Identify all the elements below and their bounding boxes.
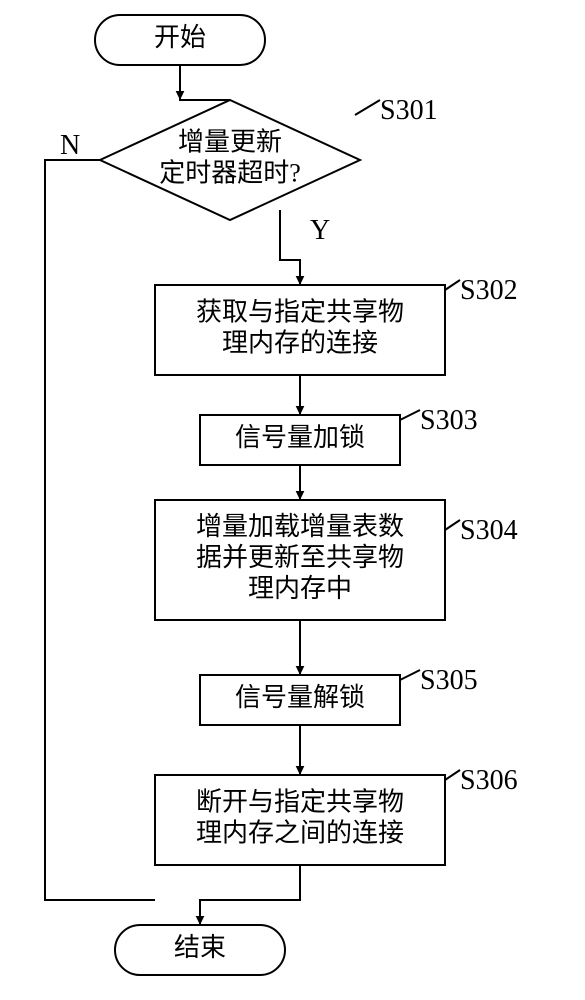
s302: 获取与指定共享物理内存的连接 [155,285,445,375]
step-label-s304: S304 [460,515,518,546]
arrowhead [176,91,185,100]
step-label-s301: S301 [380,95,438,126]
callout-4 [400,670,420,680]
s306-text-0: 断开与指定共享物 [196,787,404,816]
s306: 断开与指定共享物理内存之间的连接 [155,775,445,865]
arrowhead [296,766,305,775]
s301-text-0: 增量更新 [178,127,282,156]
step-label-s303: S303 [420,405,478,436]
s306-text-1: 理内存之间的连接 [196,819,404,848]
arrowhead [296,276,305,285]
callout-3 [445,520,460,530]
step-label-s306: S306 [460,765,518,796]
s302-text-0: 获取与指定共享物 [196,297,404,326]
arrowhead [296,406,305,415]
s303: 信号量加锁 [200,415,400,465]
s303-text-0: 信号量加锁 [235,423,365,452]
branch-label-yes: Y [310,215,330,246]
arrowhead [296,666,305,675]
edge-start_bottom [180,65,230,100]
s301-text-1: 定时器超时? [159,159,301,188]
edge-s301_bottom_Y [280,210,300,285]
start: 开始 [95,15,265,65]
s304-text-0: 增量加载增量表数 [196,512,404,541]
s304-text-2: 理内存中 [248,574,352,603]
s302-text-1: 理内存的连接 [222,329,378,358]
callout-5 [445,770,460,780]
step-label-s305: S305 [420,665,478,696]
end: 结束 [115,925,285,975]
s304-text-1: 据并更新至共享物 [196,543,404,572]
flowchart-canvas: 开始增量更新定时器超时?获取与指定共享物理内存的连接信号量加锁增量加载增量表数据… [0,0,585,1000]
edge-s301_left_N [45,160,155,900]
s305-text-0: 信号量解锁 [235,683,365,712]
callout-2 [400,410,420,420]
end-text-0: 结束 [174,933,226,962]
edge-s306_end [200,865,300,925]
callout-1 [445,280,460,290]
s305: 信号量解锁 [200,675,400,725]
start-text-0: 开始 [154,23,206,52]
s301: 增量更新定时器超时? [100,100,360,220]
arrowhead [296,491,305,500]
s304: 增量加载增量表数据并更新至共享物理内存中 [155,500,445,620]
branch-label-no: N [60,130,80,161]
step-label-s302: S302 [460,275,518,306]
callout-0 [355,100,380,115]
arrowhead [196,916,205,925]
